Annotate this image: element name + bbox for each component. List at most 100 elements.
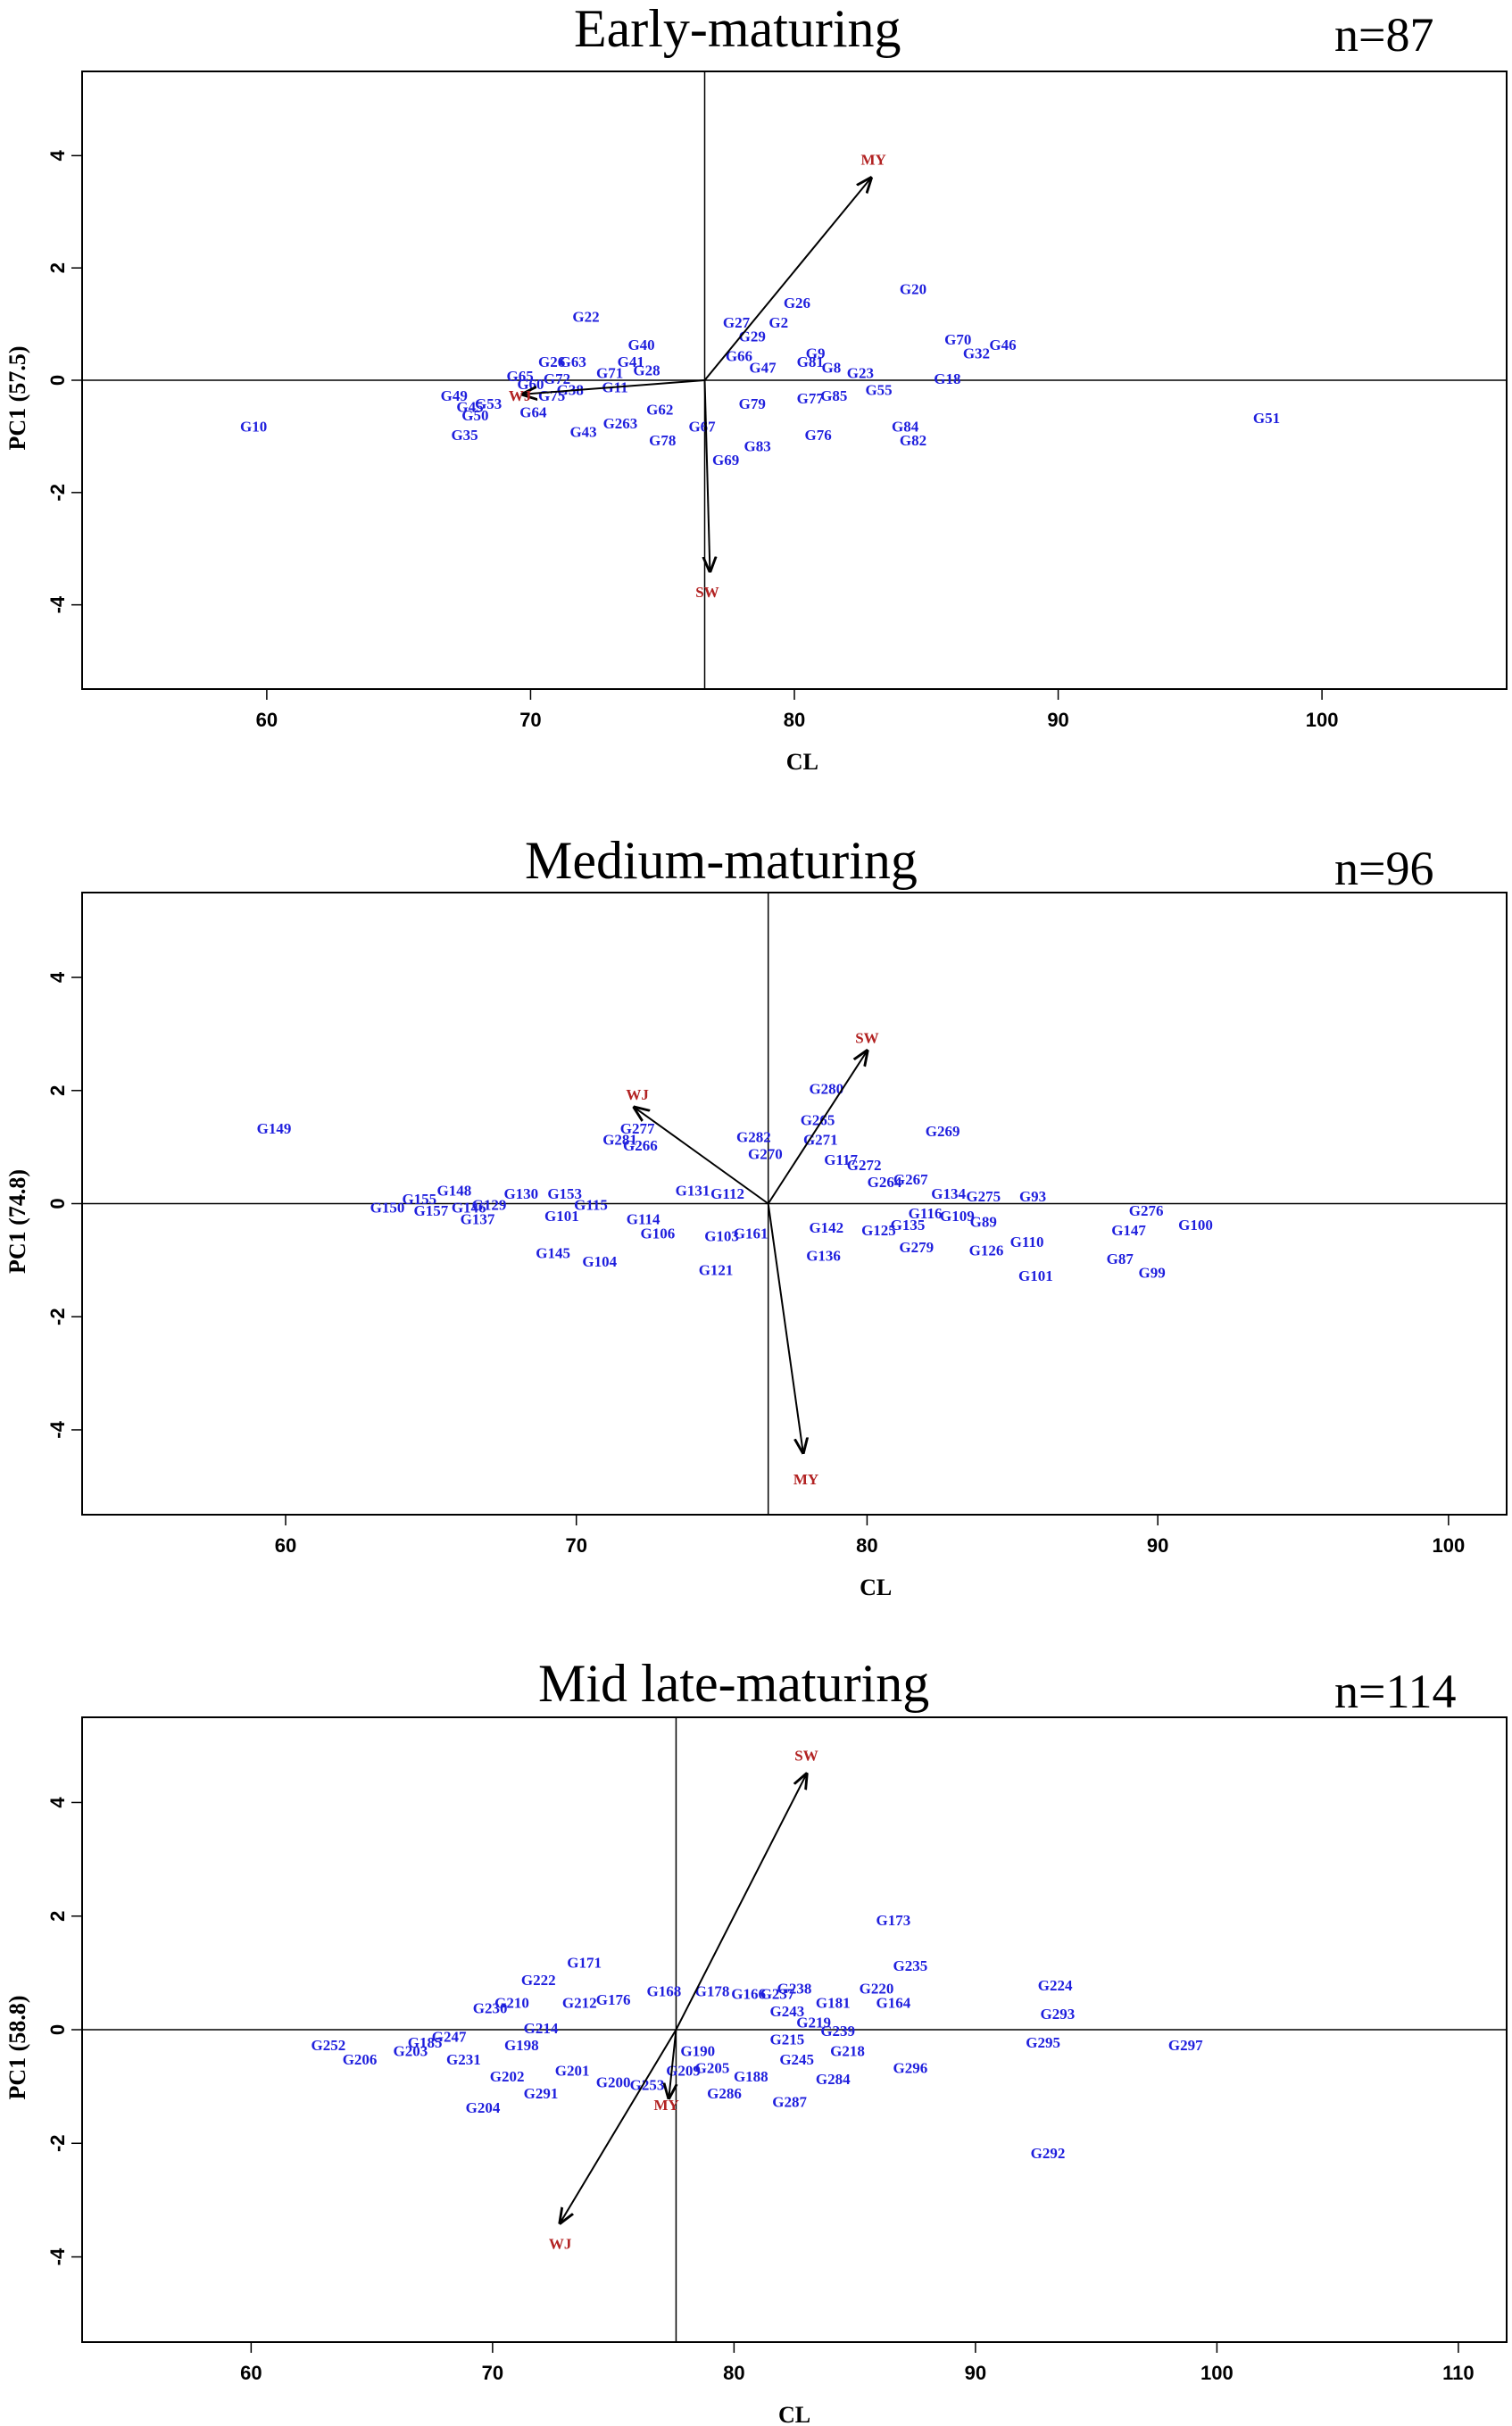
genotype-point-label: G205 [695,2059,730,2076]
genotype-point-label: G117 [824,1151,858,1168]
x-tick-label: 90 [1047,709,1068,731]
genotype-point-label: G78 [649,432,676,449]
genotype-point-label: G245 [779,2051,814,2068]
trait-vector-arrow [669,2029,676,2098]
y-tick-label: 4 [46,1797,69,1808]
trait-vector-arrow [705,379,710,571]
genotype-point-label: G2 [768,314,788,331]
genotype-point-label: G210 [494,1994,529,2011]
y-tick-label: -4 [46,595,69,613]
x-tick-label: 60 [240,2362,262,2384]
genotype-point-label: G270 [748,1146,783,1163]
genotype-point-label: G109 [940,1208,975,1225]
genotype-point-label: G89 [970,1214,997,1231]
genotype-point-label: G276 [1129,1202,1164,1219]
genotype-point-label: G43 [569,424,596,441]
genotype-point-label: G51 [1253,410,1280,427]
genotype-point-label: G263 [603,415,638,432]
genotype-point-label: G161 [734,1225,768,1242]
genotype-point-label: G104 [582,1253,617,1270]
sample-size-label: n=114 [1334,1665,1457,1718]
trait-vector-arrow [561,2029,677,2222]
genotype-point-label: G275 [966,1188,1001,1205]
genotype-point-label: G112 [710,1185,744,1202]
genotype-point-label: G148 [437,1183,472,1200]
genotype-point-label: G293 [1040,2006,1075,2023]
genotype-point-label: G237 [760,1986,795,2003]
genotype-point-label: G81 [797,353,824,370]
genotype-point-label: G130 [503,1185,538,1202]
genotype-point-label: G62 [646,402,673,419]
x-tick-label: 70 [565,1534,586,1557]
chart-title: Mid late-maturing [538,1654,930,1713]
genotype-point-label: G125 [861,1222,896,1239]
genotype-point-label: G101 [544,1208,579,1225]
genotype-point-label: G209 [666,2063,701,2080]
genotype-point-label: G200 [596,2073,631,2090]
genotype-point-label: G235 [893,1957,927,1974]
genotype-point-label: G66 [726,348,752,365]
x-tick-label: 60 [275,1534,296,1557]
genotype-point-label: G131 [676,1183,710,1200]
genotype-point-label: G129 [472,1197,507,1214]
trait-vector-arrow [767,1203,803,1453]
genotype-point-label: G297 [1168,2037,1203,2054]
genotype-point-label: G135 [891,1217,926,1234]
trait-vector-label: WJ [509,387,532,404]
chart-title: Medium-maturing [525,831,918,890]
x-tick-label: 100 [1432,1534,1465,1557]
genotype-point-label: G281 [602,1132,637,1149]
trait-vector-label: WJ [626,1086,649,1103]
genotype-point-label: G238 [777,1980,812,1997]
genotype-point-label: G230 [473,2000,508,2017]
genotype-point-label: G145 [536,1244,570,1261]
trait-vector-label: MY [793,1471,818,1488]
genotype-point-label: G178 [695,1983,730,2000]
genotype-point-label: G202 [490,2068,525,2085]
genotype-point-label: G134 [931,1185,966,1202]
genotype-point-label: G185 [408,2034,443,2051]
genotype-point-label: G40 [627,336,654,353]
genotype-point-label: G296 [893,2059,927,2076]
chart-panel-midlate: Mid late-maturing n=114 60 70 80 90 100 110 -4… [0,1624,1512,2426]
x-axis-label: CL [860,1574,892,1600]
genotype-point-label: G55 [865,381,892,398]
y-tick-label: 2 [46,1085,69,1096]
genotype-point-label: G252 [312,2037,346,2054]
genotype-point-label: G164 [876,1994,911,2011]
x-tick-label: 90 [1147,1534,1168,1557]
genotype-point-label: G71 [596,365,623,382]
genotype-point-label: G203 [394,2042,428,2059]
genotype-point-label: G287 [772,2094,807,2111]
genotype-point-label: G279 [899,1239,934,1256]
chart-panel-medium: Medium-maturing n=96 60 70 80 90 100 -4 -2 0 2 4 C… [0,803,1512,1624]
genotype-point-label: G121 [699,1261,734,1278]
genotype-point-label: G282 [736,1129,771,1146]
genotype-point-label: G53 [475,395,502,412]
genotype-point-label: G218 [830,2042,865,2059]
genotype-point-label: G219 [796,2015,831,2031]
genotype-point-label: G69 [712,452,739,469]
genotype-point-label: G224 [1038,1977,1073,1994]
x-tick-label: 80 [856,1534,877,1557]
x-tick-label: 90 [965,2362,986,2384]
genotype-point-label: G157 [413,1202,448,1219]
x-tick-label: 100 [1200,2362,1234,2384]
y-tick-label: -2 [46,2134,69,2152]
y-tick-label: 0 [46,1198,69,1209]
sample-size-label: n=87 [1334,8,1434,62]
trait-vector-arrow [635,1108,769,1205]
x-tick-label: 80 [784,709,805,731]
trait-vector-label: SW [794,1747,818,1764]
genotype-point-label: G110 [1010,1234,1044,1250]
trait-vector-label: SW [695,584,719,601]
genotype-point-label: G272 [847,1157,882,1174]
trait-vector-label: MY [653,2097,678,2114]
chart-panel-early: Early-maturing n=87 60 70 80 90 100 -4 -2 0 2 4 CL… [0,0,1512,803]
genotype-point-label: G212 [562,1994,597,2011]
genotype-point-label: G85 [820,387,847,404]
y-tick-label: 2 [46,262,69,273]
genotype-point-label: G87 [1107,1250,1134,1267]
